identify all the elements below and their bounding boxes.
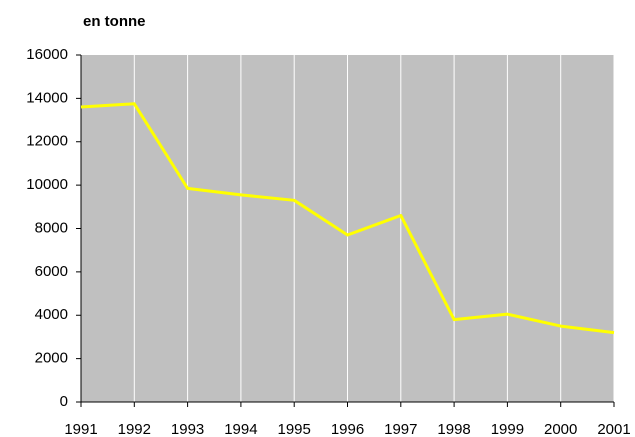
chart-title: en tonne	[83, 13, 146, 30]
x-tick-label: 1993	[171, 421, 204, 437]
x-tick-label: 1996	[331, 421, 364, 437]
y-tick-label: 2000	[35, 350, 68, 367]
y-tick-label: 4000	[35, 306, 68, 323]
y-tick-label: 8000	[35, 219, 68, 236]
x-tick-label: 1999	[491, 421, 524, 437]
y-tick-label: 10000	[26, 176, 68, 193]
x-tick-label: 2001	[597, 421, 630, 437]
y-tick-label: 0	[60, 393, 68, 410]
y-tick-label: 6000	[35, 263, 68, 280]
x-tick-label: 2000	[544, 421, 577, 437]
y-tick-label: 12000	[26, 133, 68, 150]
y-tick-label: 16000	[26, 46, 68, 63]
y-tick-label: 14000	[26, 89, 68, 106]
x-tick-label: 1992	[118, 421, 151, 437]
x-tick-label: 1995	[278, 421, 311, 437]
x-tick-label: 1997	[384, 421, 417, 437]
data-line	[80, 102, 615, 335]
x-tick-label: 1994	[224, 421, 257, 437]
x-tick-label: 1998	[437, 421, 470, 437]
x-tick-label: 1991	[64, 421, 97, 437]
